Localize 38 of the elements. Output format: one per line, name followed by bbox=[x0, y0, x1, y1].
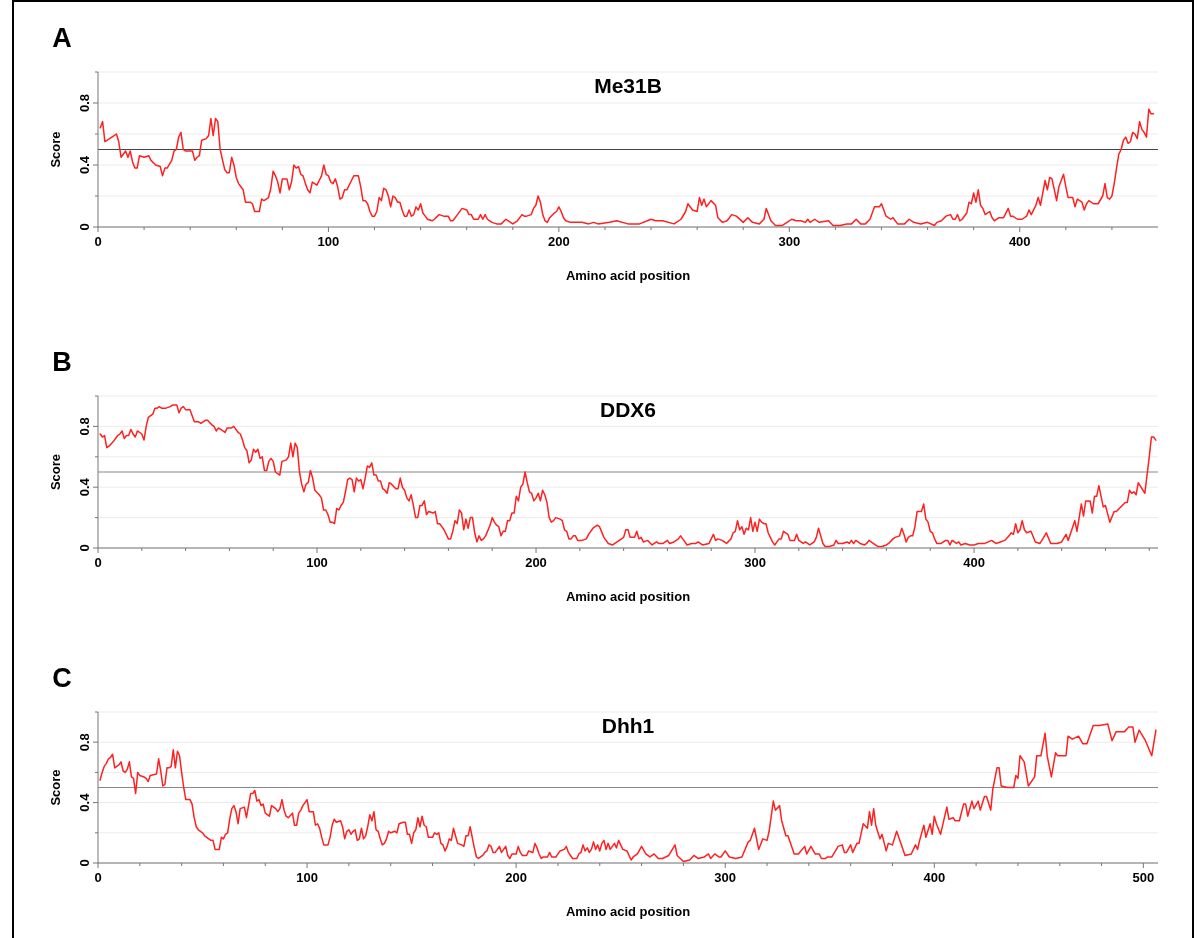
x-tick-label: 300 bbox=[714, 870, 737, 885]
line-series bbox=[99, 108, 1155, 227]
x-tick-label: 500 bbox=[1132, 870, 1155, 885]
x-tick-label: 100 bbox=[317, 234, 340, 249]
y-tick-label: 0.4 bbox=[77, 477, 92, 497]
y-tick-label: 0.8 bbox=[77, 417, 92, 436]
y-tick-label: 0.4 bbox=[77, 792, 92, 812]
x-axis-title: Amino acid position bbox=[565, 268, 691, 283]
x-tick-label: 200 bbox=[505, 870, 527, 885]
x-tick-label: 100 bbox=[296, 870, 318, 885]
chart-title: Me31B bbox=[594, 74, 662, 97]
text: C bbox=[52, 663, 72, 693]
x-tick-label: 400 bbox=[963, 555, 985, 570]
x-tick-label: 200 bbox=[525, 555, 547, 570]
y-axis-title: Score bbox=[48, 769, 63, 806]
y-tick-label: 0 bbox=[77, 223, 92, 231]
y-axis-title: Score bbox=[48, 453, 63, 491]
chart-title: DDX6 bbox=[599, 398, 657, 421]
text: A bbox=[52, 23, 72, 53]
text: B bbox=[52, 347, 72, 377]
x-tick-label: 200 bbox=[548, 234, 570, 249]
y-axis-title: Score bbox=[48, 131, 63, 168]
x-tick-label: 0 bbox=[94, 555, 102, 570]
x-tick-label: 100 bbox=[306, 555, 328, 570]
x-tick-label: 400 bbox=[923, 870, 946, 885]
y-tick-label: 0 bbox=[77, 544, 92, 552]
y-tick-label: 0.8 bbox=[77, 733, 92, 752]
x-axis-title: Amino acid position bbox=[565, 589, 691, 604]
x-axis-title: Amino acid position bbox=[565, 904, 691, 919]
x-tick-label: 300 bbox=[778, 234, 801, 249]
x-tick-label: 0 bbox=[94, 870, 102, 885]
y-tick-label: 0.4 bbox=[77, 155, 92, 175]
y-tick-label: 0 bbox=[77, 859, 92, 867]
y-tick-label: 0.8 bbox=[77, 93, 92, 113]
x-tick-label: 400 bbox=[1008, 234, 1031, 249]
chart-title: Dhh1 bbox=[601, 714, 655, 737]
x-tick-label: 0 bbox=[94, 234, 102, 249]
x-tick-label: 300 bbox=[744, 555, 766, 570]
